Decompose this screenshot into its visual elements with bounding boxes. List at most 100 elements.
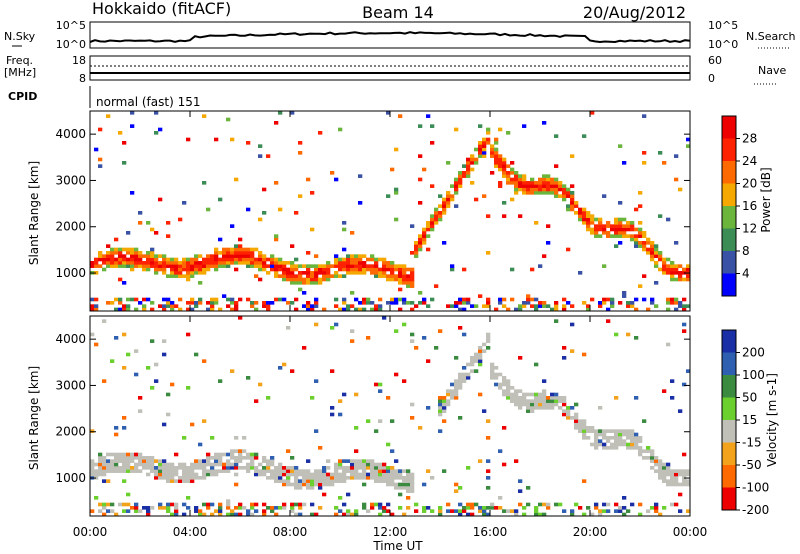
heatmap-cell xyxy=(98,251,103,255)
heatmap-cell xyxy=(406,277,411,282)
heatmap-cell xyxy=(322,476,327,480)
heatmap-cell xyxy=(358,301,363,305)
heatmap-cell xyxy=(334,506,339,510)
heatmap-cell xyxy=(462,301,467,305)
heatmap-cell xyxy=(450,389,455,393)
heatmap-cell xyxy=(634,234,639,238)
heatmap-cell xyxy=(274,271,279,275)
heatmap-cell xyxy=(570,194,575,198)
heatmap-cell xyxy=(606,439,611,443)
heatmap-cell xyxy=(498,184,503,188)
heatmap-cell xyxy=(402,486,407,490)
heatmap-cell xyxy=(614,217,619,222)
heatmap-cell xyxy=(438,211,443,215)
heatmap-cell xyxy=(230,251,235,255)
heatmap-cell xyxy=(122,281,127,285)
heatmap-cell xyxy=(394,469,399,473)
heatmap-cell xyxy=(374,304,379,308)
heatmap-cell xyxy=(254,466,259,470)
heatmap-cell xyxy=(234,436,239,440)
heatmap-cell xyxy=(510,267,515,272)
heatmap-cell xyxy=(534,396,539,400)
heatmap-cell xyxy=(650,456,655,460)
heatmap-cell xyxy=(638,439,643,443)
heatmap-cell xyxy=(206,301,211,305)
heatmap-cell xyxy=(446,197,451,202)
heatmap-cell xyxy=(110,301,115,305)
heatmap-cell xyxy=(122,456,127,460)
heatmap-cell xyxy=(230,512,235,517)
heatmap-cell xyxy=(574,419,579,423)
heatmap-cell xyxy=(130,251,135,255)
heatmap-cell xyxy=(190,257,195,262)
heatmap-cell xyxy=(546,181,551,185)
heatmap-cell xyxy=(258,261,263,265)
colorbar-segment xyxy=(722,183,736,206)
heatmap-cell xyxy=(238,247,243,252)
heatmap-cell xyxy=(618,201,623,205)
heatmap-cell xyxy=(226,261,231,265)
heatmap-cell xyxy=(118,502,123,507)
heatmap-cell xyxy=(126,456,131,460)
heatmap-cell xyxy=(542,177,547,182)
heatmap-cell xyxy=(618,442,623,447)
heatmap-cell xyxy=(574,416,579,420)
heatmap-cell xyxy=(410,251,415,255)
heatmap-cell xyxy=(674,177,679,182)
heatmap-cell xyxy=(226,264,231,268)
heatmap-cell xyxy=(190,271,195,275)
heatmap-cell xyxy=(458,181,463,185)
heatmap-cell xyxy=(414,251,419,255)
heatmap-cell xyxy=(138,261,143,265)
heatmap-cell xyxy=(502,171,507,175)
heatmap-cell xyxy=(190,301,195,305)
heatmap-cell xyxy=(590,111,595,115)
heatmap-cell xyxy=(294,297,299,302)
heatmap-cell xyxy=(390,277,395,282)
heatmap-cell xyxy=(542,406,547,410)
heatmap-cell xyxy=(474,157,479,162)
heatmap-cell xyxy=(586,506,591,510)
heatmap-cell xyxy=(134,251,139,255)
heatmap-cell xyxy=(422,234,427,238)
heatmap-cell xyxy=(98,466,103,470)
heatmap-cell xyxy=(126,452,131,457)
heatmap-cell xyxy=(466,171,471,175)
heatmap-cell xyxy=(498,154,503,158)
heatmap-cell xyxy=(246,264,251,268)
heatmap-cell xyxy=(558,184,563,188)
heatmap-cell xyxy=(274,121,279,125)
heatmap-cell xyxy=(494,307,499,312)
heatmap-cell xyxy=(498,164,503,168)
heatmap-cell xyxy=(94,147,99,152)
heatmap-cell xyxy=(198,442,203,447)
heatmap-cell xyxy=(406,274,411,278)
heatmap-cell xyxy=(658,267,663,272)
heatmap-cell xyxy=(526,184,531,188)
heatmap-cell xyxy=(254,307,259,312)
heatmap-cell xyxy=(138,264,143,268)
heatmap-cell xyxy=(130,247,135,252)
heatmap-cell xyxy=(622,231,627,235)
heatmap-cell xyxy=(554,402,559,407)
heatmap-cell xyxy=(658,476,663,480)
heatmap-cell xyxy=(218,469,223,473)
heatmap-cell xyxy=(274,472,279,477)
heatmap-cell xyxy=(474,304,479,308)
heatmap-cell xyxy=(498,382,503,387)
heatmap-cell xyxy=(498,506,503,510)
heatmap-cell xyxy=(226,304,231,308)
heatmap-cell xyxy=(530,297,535,302)
heatmap-cell xyxy=(106,466,111,470)
heatmap-cell xyxy=(258,472,263,477)
heatmap-cell xyxy=(170,472,175,477)
heatmap-cell xyxy=(238,459,243,463)
nsky-label: N.Sky xyxy=(4,30,36,43)
heatmap-cell xyxy=(526,502,531,507)
heatmap-cell xyxy=(210,257,215,262)
heatmap-cell xyxy=(150,462,155,467)
heatmap-cell xyxy=(270,264,275,268)
heatmap-cell xyxy=(166,297,171,302)
heatmap-cell xyxy=(166,472,171,477)
heatmap-cell xyxy=(258,267,263,272)
